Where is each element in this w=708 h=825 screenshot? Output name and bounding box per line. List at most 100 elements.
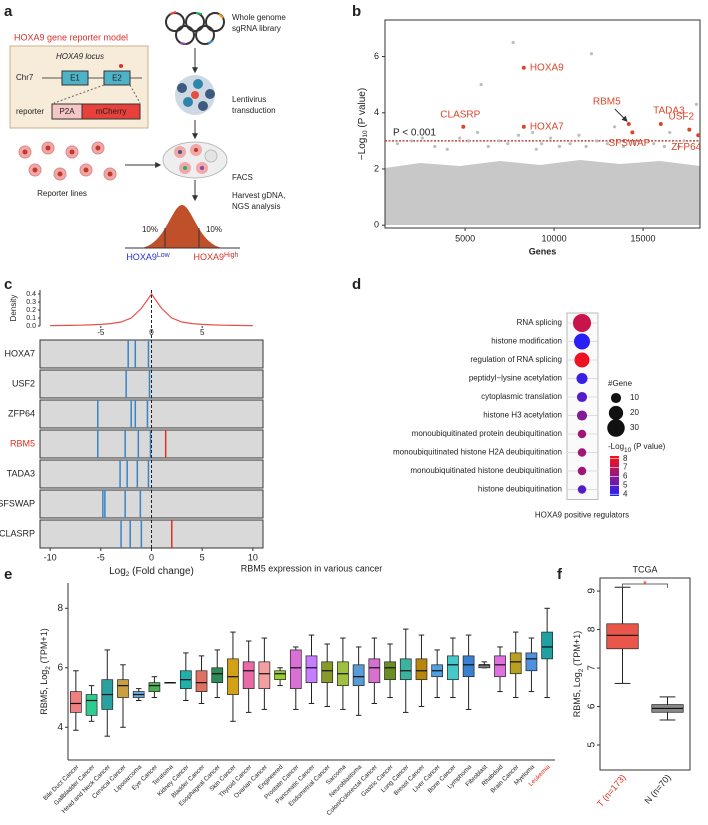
x-tick-label: -10 xyxy=(44,552,57,562)
term-dot xyxy=(576,391,588,403)
gene-point xyxy=(568,142,572,146)
gene-point xyxy=(475,130,480,135)
box xyxy=(117,679,129,698)
y-tick-label: 0.3 xyxy=(26,299,36,306)
gene-row xyxy=(39,489,264,519)
gene-point xyxy=(605,142,610,146)
gene-point xyxy=(677,144,681,149)
box xyxy=(148,682,161,692)
hit-label: TADA3 xyxy=(653,106,685,117)
box xyxy=(289,649,302,689)
panel-a: a HOXA9 gene reporter model HOXA9 locus … xyxy=(4,3,286,262)
gene-label: CLASRP xyxy=(0,528,35,538)
hit-point xyxy=(461,124,466,129)
panel-letter: d xyxy=(352,276,361,293)
legend-title: #Gene xyxy=(608,379,633,388)
gene-point xyxy=(479,83,483,87)
plot-frame xyxy=(384,19,701,229)
legend-size-label: 20 xyxy=(630,408,639,417)
term-label: peptidyl−lysine acetylation xyxy=(469,374,562,383)
x-tick-label: 15000 xyxy=(631,233,656,243)
gene-point xyxy=(511,40,515,45)
sort-distribution xyxy=(140,205,224,248)
y-axis-title-part: (TPM+1) xyxy=(572,631,582,669)
gene-point xyxy=(531,130,535,135)
term-dot xyxy=(577,448,587,457)
model-title: HOXA9 gene reporter model xyxy=(14,32,128,42)
library-label: sgRNA library xyxy=(232,24,281,33)
box xyxy=(606,623,639,650)
y-tick-label: 6 xyxy=(57,662,63,673)
x-axis-title-sub: 2 xyxy=(126,571,130,578)
gene-point xyxy=(557,144,562,149)
significance-label: * xyxy=(643,580,647,591)
box xyxy=(211,667,224,684)
hit-point xyxy=(658,122,663,126)
hit-point xyxy=(521,124,526,129)
y-axis-title-part: RBM5, Log xyxy=(572,672,582,717)
colorbar-label: 4 xyxy=(623,489,628,498)
term-dot xyxy=(577,466,587,476)
exon-label: E1 xyxy=(70,74,80,83)
hit-point xyxy=(687,127,692,132)
gene-point xyxy=(682,139,686,143)
gene-point xyxy=(621,144,626,149)
term-dot xyxy=(576,372,588,385)
hit-point xyxy=(626,122,631,126)
gene-point xyxy=(652,142,656,146)
y-axis-title-part: −Log xyxy=(357,138,368,161)
x-axis-title: Genes xyxy=(529,246,557,256)
y-axis-title: RBM5, Log2 (TPM+1) xyxy=(39,628,51,714)
gene-point xyxy=(506,142,510,146)
gene-row xyxy=(39,459,264,489)
gene-point xyxy=(589,52,594,56)
term-label: cytoplasmic translation xyxy=(481,392,562,401)
x-tick-label: 5 xyxy=(200,328,205,337)
x-tick-label: N (n=70) xyxy=(643,772,673,805)
gene-point xyxy=(577,133,581,137)
mcherry-label: mCherry xyxy=(96,107,127,116)
y-tick-label: 5 xyxy=(587,742,598,748)
gene-row xyxy=(39,369,264,399)
exon xyxy=(103,70,131,86)
library-label: Whole genome xyxy=(232,13,286,22)
panel-letter: b xyxy=(352,3,361,20)
exon xyxy=(61,70,89,86)
gene-point xyxy=(632,142,636,146)
locus-label: HOXA9 locus xyxy=(56,52,104,61)
gene-point xyxy=(540,142,544,146)
reporter-cells xyxy=(18,141,117,181)
sort-label: FACS xyxy=(232,173,253,182)
x-axis-title-part: (Fold change) xyxy=(129,566,193,577)
y-axis-title-part: (TPM+1) xyxy=(39,628,49,666)
x-tick-label: -5 xyxy=(97,328,105,337)
box xyxy=(258,661,271,689)
x-axis-title: HOXA9 positive regulators xyxy=(535,511,629,520)
hit-point xyxy=(696,133,701,138)
high-label: HOXA9High xyxy=(194,252,239,263)
gene-point xyxy=(420,136,424,140)
gene-point xyxy=(497,139,501,143)
sgrna-library xyxy=(165,11,225,45)
box xyxy=(195,670,208,692)
y-axis-title: RBM5, Log2 (TPM+1) xyxy=(572,631,584,717)
panel-letter: c xyxy=(4,276,12,293)
x-axis-title: Log2 (Fold change) xyxy=(109,566,194,578)
hit-point xyxy=(521,65,526,70)
hit-label: HOXA7 xyxy=(530,121,564,132)
box xyxy=(494,655,506,678)
legend-size-key xyxy=(610,392,622,404)
gene-point xyxy=(486,144,490,149)
y-tick-label: 7 xyxy=(587,665,598,671)
threshold-label: P < 0.001 xyxy=(393,128,436,139)
box xyxy=(509,652,522,675)
legend-size-label: 30 xyxy=(630,423,639,432)
panel-letter: f xyxy=(557,566,563,583)
box xyxy=(384,661,396,681)
y-tick-label: 4 xyxy=(57,722,63,733)
term-dot xyxy=(574,333,590,350)
term-dot xyxy=(576,410,588,421)
gene-point xyxy=(548,136,553,140)
x-tick-label: -5 xyxy=(97,552,105,562)
